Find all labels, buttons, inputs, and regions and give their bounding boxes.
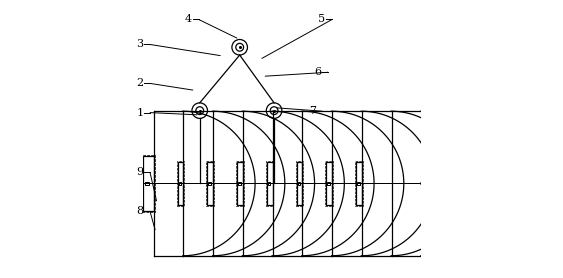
Bar [178, 182, 181, 185]
Text: 4: 4 [185, 14, 192, 24]
Bar [355, 161, 363, 206]
Text: 3: 3 [136, 39, 144, 49]
Bar [177, 162, 184, 205]
Bar [207, 161, 214, 206]
Text: 6: 6 [314, 67, 321, 77]
Bar [208, 182, 211, 185]
Bar [266, 161, 274, 206]
Text: 2: 2 [136, 78, 144, 88]
Text: 1: 1 [136, 108, 144, 118]
Bar [142, 155, 155, 212]
Bar [207, 162, 213, 205]
Bar [327, 182, 330, 185]
Bar [325, 161, 333, 206]
Bar [145, 182, 149, 185]
Bar [236, 161, 244, 206]
Bar [268, 182, 270, 185]
Bar [237, 162, 243, 205]
Bar [296, 161, 303, 206]
Text: 9: 9 [136, 167, 144, 177]
Bar [267, 162, 272, 205]
Text: 7: 7 [309, 106, 316, 116]
Text: 8: 8 [136, 206, 144, 216]
Text: 5: 5 [318, 14, 325, 24]
Bar [326, 162, 332, 205]
Bar [177, 161, 184, 206]
Bar [297, 162, 302, 205]
Bar [357, 182, 360, 185]
Bar [298, 182, 300, 185]
Bar [238, 182, 241, 185]
Bar [144, 156, 154, 211]
Bar [356, 162, 362, 205]
